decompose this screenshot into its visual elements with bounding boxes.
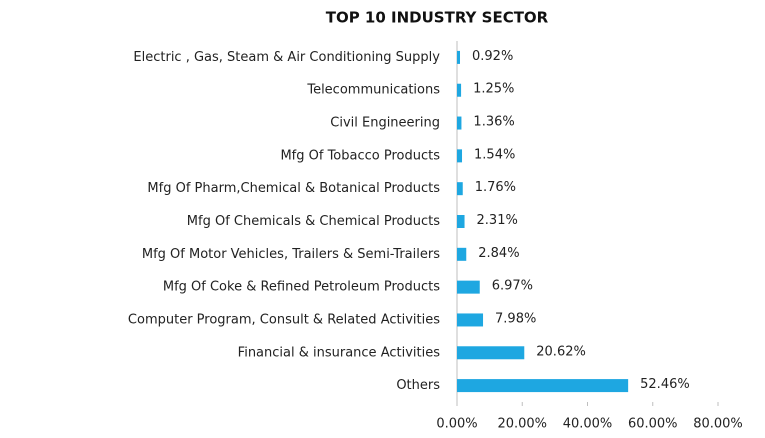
x-tick-label: 0.00% (436, 417, 477, 432)
bar (457, 149, 463, 163)
bar (457, 116, 462, 130)
bar (457, 215, 465, 228)
value-label: 2.84% (478, 246, 519, 261)
value-label: 6.97% (492, 279, 533, 294)
bar (457, 50, 461, 64)
bar (457, 379, 629, 393)
value-label: 0.92% (472, 49, 513, 64)
value-label: 20.62% (536, 344, 586, 359)
value-label: 1.76% (475, 180, 516, 195)
chart-title: TOP 10 INDUSTRY SECTOR (326, 9, 549, 27)
y-tick-label: Computer Program, Consult & Related Acti… (128, 312, 440, 327)
bar (457, 182, 463, 196)
y-tick-label: Mfg Of Coke & Refined Petroleum Products (163, 280, 440, 295)
y-tick-label: Telecommunications (306, 83, 440, 98)
value-label: 1.54% (474, 147, 515, 162)
bar (457, 346, 525, 360)
bar (457, 247, 467, 261)
x-tick-label: 20.00% (497, 417, 547, 432)
value-label: 7.98% (495, 311, 536, 326)
bar (457, 280, 480, 294)
y-tick-label: Financial & insurance Activities (238, 345, 441, 360)
x-tick-label: 80.00% (693, 417, 743, 432)
y-tick-label: Mfg Of Pharm,Chemical & Botanical Produc… (147, 181, 440, 196)
x-tick-label: 60.00% (628, 417, 678, 432)
value-label: 2.31% (477, 213, 518, 228)
value-label: 1.25% (473, 82, 514, 97)
value-label: 52.46% (640, 377, 690, 392)
y-tick-label: Civil Engineering (330, 116, 440, 131)
x-tick-label: 40.00% (563, 417, 613, 432)
y-tick-label: Mfg Of Tobacco Products (280, 148, 440, 163)
y-tick-label: Electric , Gas, Steam & Air Conditioning… (133, 50, 440, 65)
y-tick-label: Mfg Of Chemicals & Chemical Products (187, 214, 440, 229)
value-label: 1.36% (473, 115, 514, 130)
y-tick-label: Mfg Of Motor Vehicles, Trailers & Semi-T… (142, 247, 440, 262)
y-tick-label: Others (396, 378, 440, 393)
bar (457, 313, 484, 327)
bar (457, 83, 462, 97)
